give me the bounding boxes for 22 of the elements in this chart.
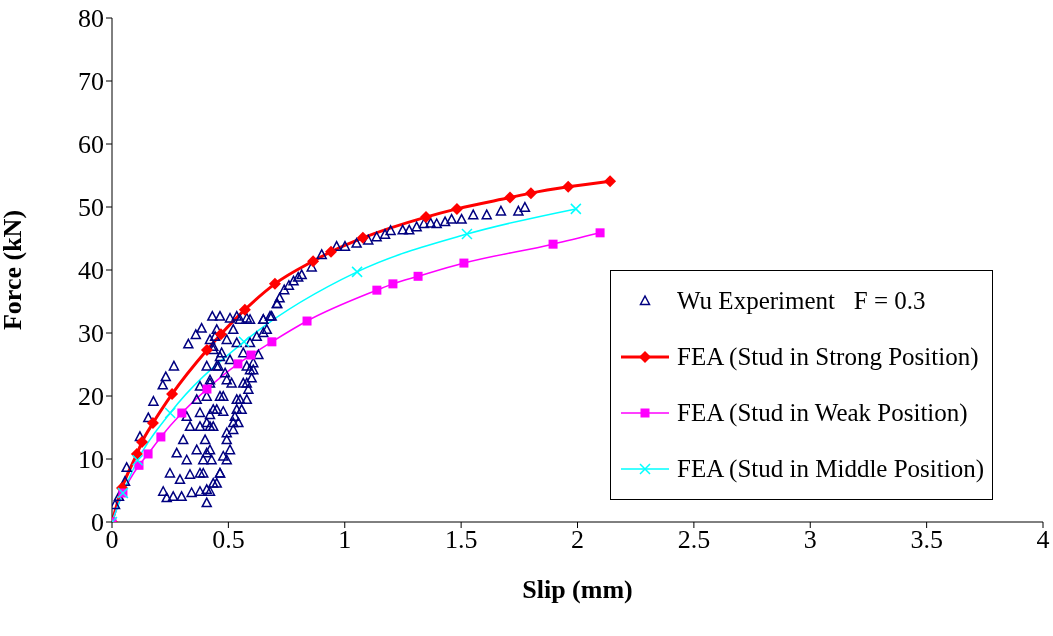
legend-label: FEA (Stud in Middle Position) [677, 455, 984, 483]
legend-label: Wu Experiment F = 0.3 [677, 287, 926, 315]
x-axis-title: Slip (mm) [522, 575, 633, 604]
x-tick-label: 3.5 [910, 525, 943, 555]
y-tick-label: 10 [78, 445, 104, 475]
x-tick-label: 2 [571, 525, 584, 555]
y-tick-label: 20 [78, 382, 104, 412]
legend-label: FEA (Stud in Strong Position) [677, 343, 979, 371]
y-tick-label: 50 [78, 193, 104, 223]
x-tick-label: 3 [803, 525, 817, 555]
x-tick-label: 1.5 [444, 525, 478, 555]
x-tick-label: 0.5 [212, 525, 245, 555]
y-tick-label: 30 [78, 319, 104, 349]
x-tick-label: 1 [338, 525, 352, 555]
y-tick-label: 40 [78, 256, 104, 286]
y-tick-label: 70 [78, 67, 104, 97]
y-tick-label: 80 [78, 4, 104, 34]
y-tick-label: 60 [78, 130, 104, 160]
x-tick-label: 2.5 [677, 525, 711, 555]
x-tick-label: 4 [1036, 525, 1050, 555]
y-axis-title: Force (kN) [0, 209, 28, 331]
legend-label: FEA (Stud in Weak Position) [677, 399, 968, 427]
